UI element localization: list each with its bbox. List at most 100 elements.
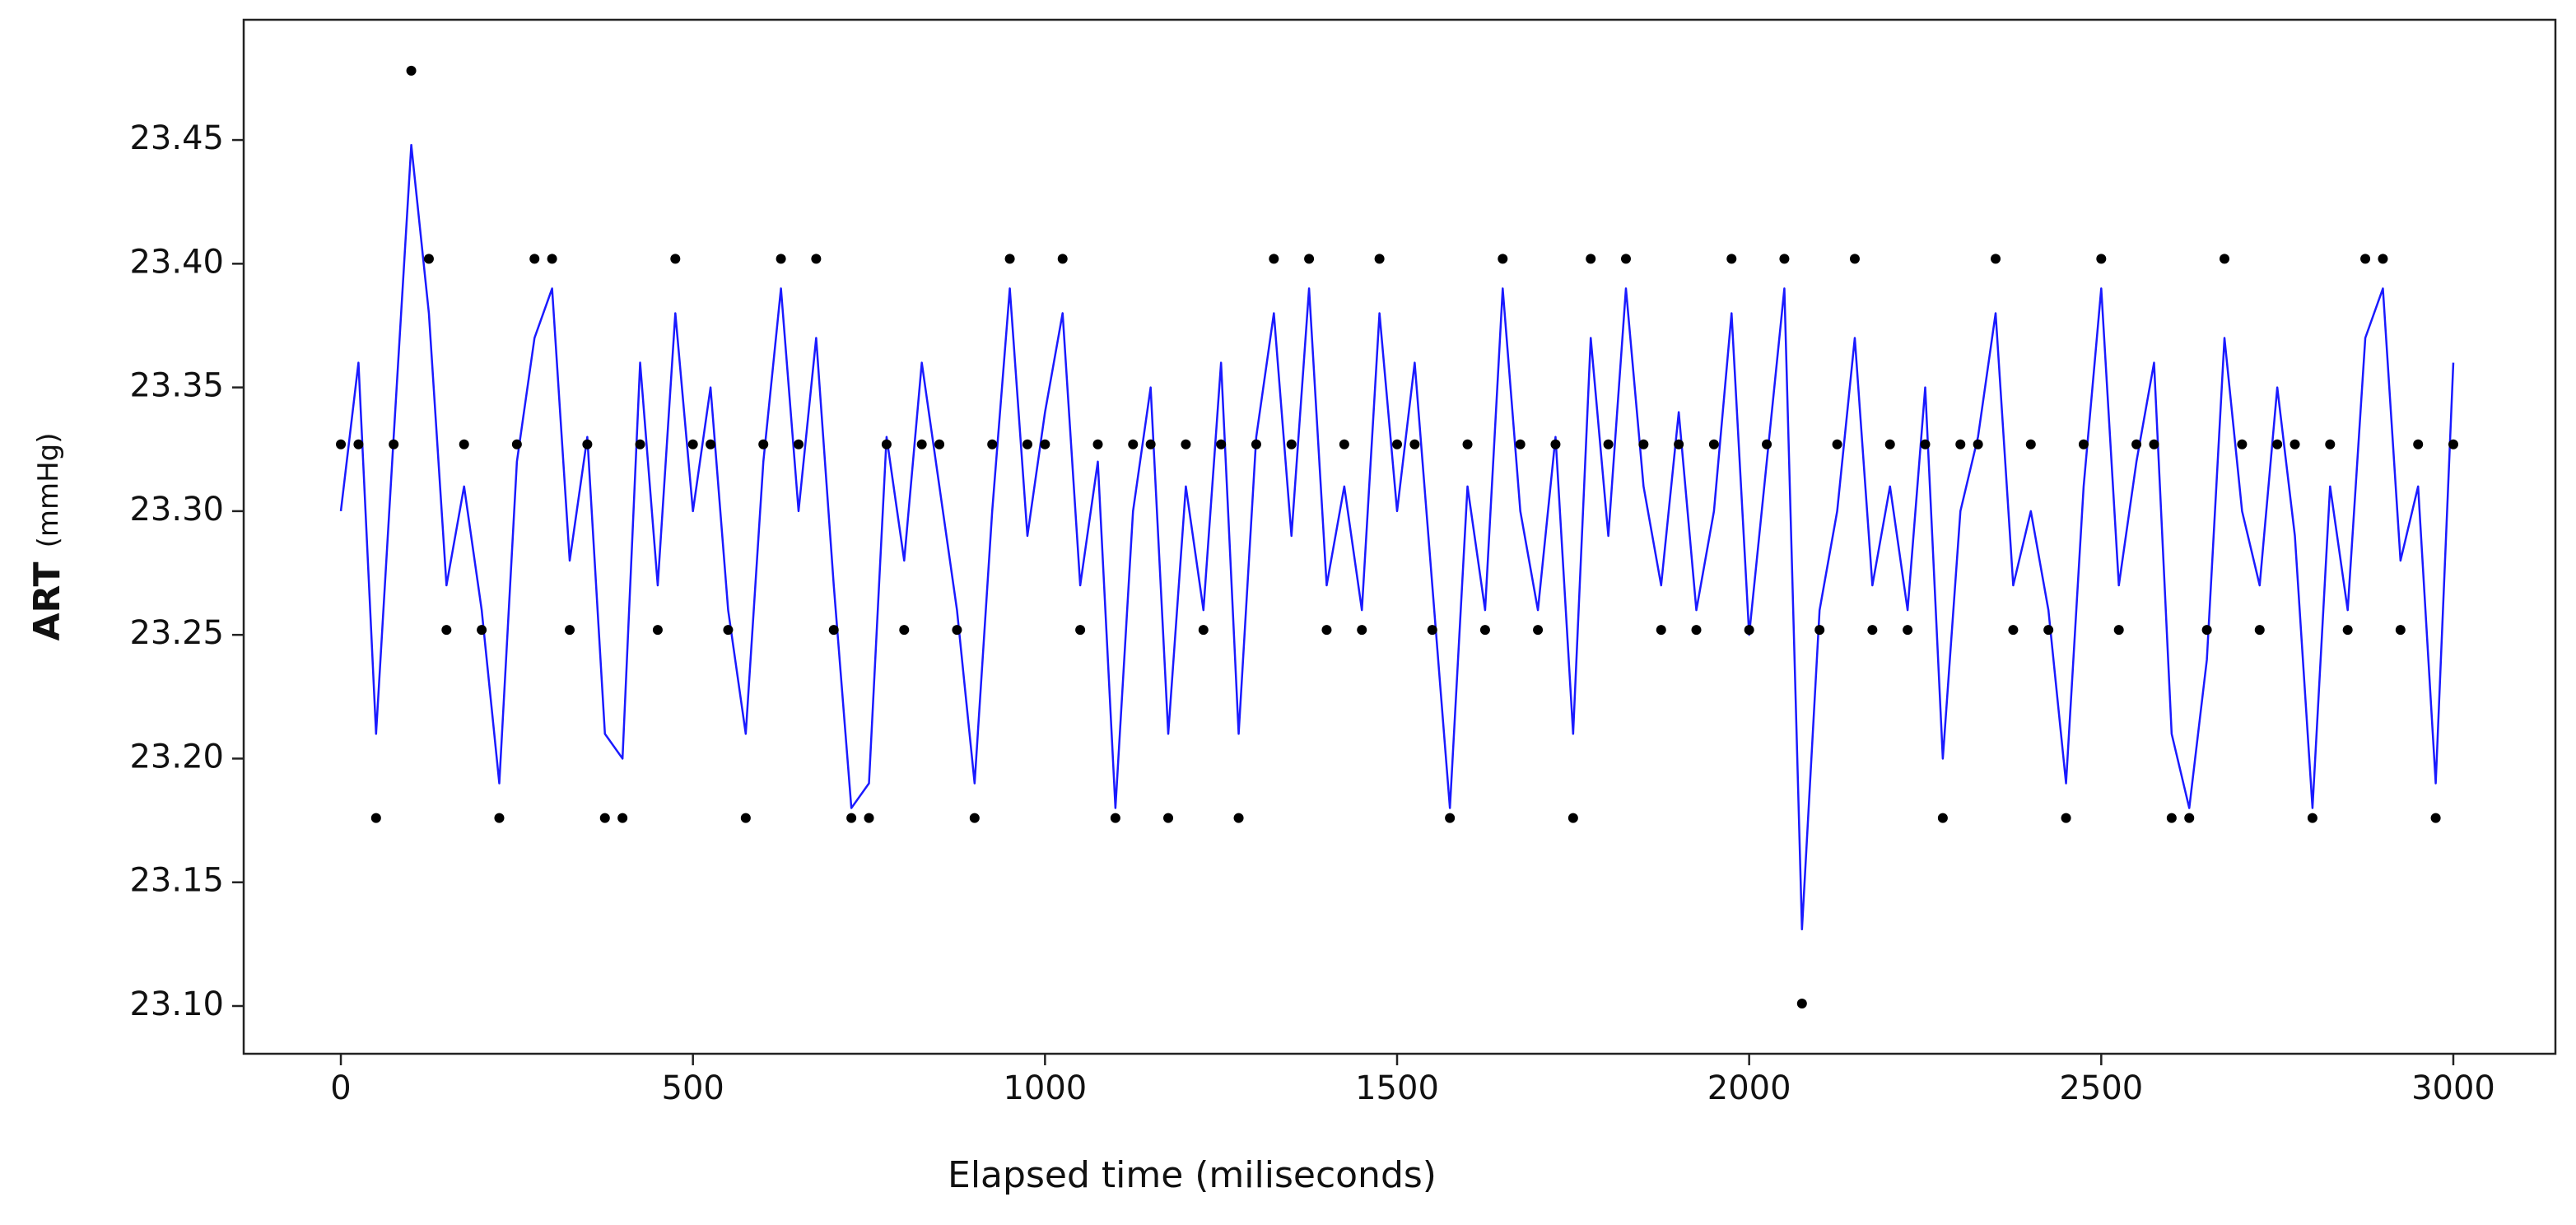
data-point	[336, 439, 347, 449]
x-tick-label: 2000	[1707, 1069, 1791, 1107]
data-point	[1533, 625, 1544, 636]
data-point	[582, 439, 593, 449]
data-point	[828, 625, 839, 636]
data-point	[2166, 813, 2177, 823]
data-point	[2113, 625, 2124, 636]
y-tick-label: 23.45	[129, 119, 224, 157]
data-point	[511, 439, 522, 449]
data-point	[441, 625, 452, 636]
data-point	[1445, 813, 1456, 823]
y-axis-label-main: ART	[26, 562, 68, 641]
data-point	[2360, 254, 2371, 264]
data-point	[1233, 813, 1244, 823]
data-point	[1479, 625, 1490, 636]
y-tick-label: 23.25	[129, 614, 224, 652]
data-point	[776, 254, 786, 264]
data-point	[2290, 439, 2300, 449]
data-point	[529, 254, 540, 264]
y-tick-label: 23.35	[129, 367, 224, 405]
data-point	[811, 254, 822, 264]
plot-frame	[242, 18, 2557, 1055]
data-point	[1075, 625, 1086, 636]
data-point	[652, 625, 663, 636]
data-point	[1991, 254, 2001, 264]
data-point	[987, 439, 998, 449]
data-point	[1022, 439, 1032, 449]
data-point	[1638, 439, 1649, 449]
data-point	[1656, 625, 1666, 636]
data-point	[1004, 254, 1015, 264]
data-point	[1339, 439, 1349, 449]
data-point	[459, 439, 469, 449]
data-point	[2448, 439, 2458, 449]
data-point	[1867, 625, 1878, 636]
data-point	[1357, 625, 1367, 636]
data-point	[1409, 439, 1420, 449]
x-tick-label: 500	[662, 1069, 724, 1107]
data-point	[1550, 439, 1561, 449]
data-point	[2201, 625, 2212, 636]
data-point	[1586, 254, 1596, 264]
data-point	[2008, 625, 2019, 636]
y-axis-label-unit: (mmHg)	[32, 433, 65, 548]
x-tick-label: 1500	[1355, 1069, 1439, 1107]
data-point	[687, 439, 698, 449]
data-point	[952, 625, 962, 636]
data-point	[565, 625, 575, 636]
data-point	[2307, 813, 2317, 823]
data-point	[706, 439, 716, 449]
data-point	[2078, 439, 2089, 449]
data-point	[916, 439, 927, 449]
y-tick-label: 23.15	[129, 862, 224, 900]
data-point	[1269, 254, 1279, 264]
data-point	[2149, 439, 2159, 449]
data-point	[423, 254, 434, 264]
data-point	[934, 439, 945, 449]
data-point	[477, 625, 487, 636]
data-point	[1216, 439, 1227, 449]
data-point	[2025, 439, 2036, 449]
data-point	[1515, 439, 1526, 449]
y-axis-label: ART (mmHg)	[26, 433, 68, 641]
data-point	[389, 439, 399, 449]
data-point	[1603, 439, 1614, 449]
data-point	[2043, 625, 2054, 636]
x-axis-label: Elapsed time (miliseconds)	[948, 1154, 1437, 1196]
x-tick-label: 2500	[2059, 1069, 2143, 1107]
x-tick-label: 3000	[2411, 1069, 2495, 1107]
data-point	[846, 813, 857, 823]
data-point	[494, 813, 505, 823]
data-point	[1304, 254, 1315, 264]
data-point	[1779, 254, 1790, 264]
data-point	[1110, 813, 1120, 823]
data-point	[1849, 254, 1860, 264]
data-point	[758, 439, 769, 449]
data-point	[1796, 998, 1807, 1008]
data-point	[1128, 439, 1139, 449]
data-point	[2378, 254, 2388, 264]
data-point	[353, 439, 364, 449]
data-point	[1620, 254, 1631, 264]
data-point	[1057, 254, 1068, 264]
data-point	[1286, 439, 1297, 449]
data-point	[1691, 625, 1702, 636]
data-point	[969, 813, 980, 823]
data-point	[635, 439, 645, 449]
data-point	[881, 439, 892, 449]
data-point	[2413, 439, 2424, 449]
y-tick-label: 23.30	[129, 491, 224, 529]
data-point	[370, 813, 381, 823]
data-point	[2395, 625, 2406, 636]
data-point	[2430, 813, 2441, 823]
data-point	[2325, 439, 2336, 449]
data-point	[2131, 439, 2142, 449]
data-point	[670, 254, 681, 264]
data-point	[723, 625, 734, 636]
data-point	[1884, 439, 1895, 449]
data-point	[899, 625, 910, 636]
data-point	[617, 813, 628, 823]
data-point	[599, 813, 610, 823]
data-point	[2342, 625, 2353, 636]
